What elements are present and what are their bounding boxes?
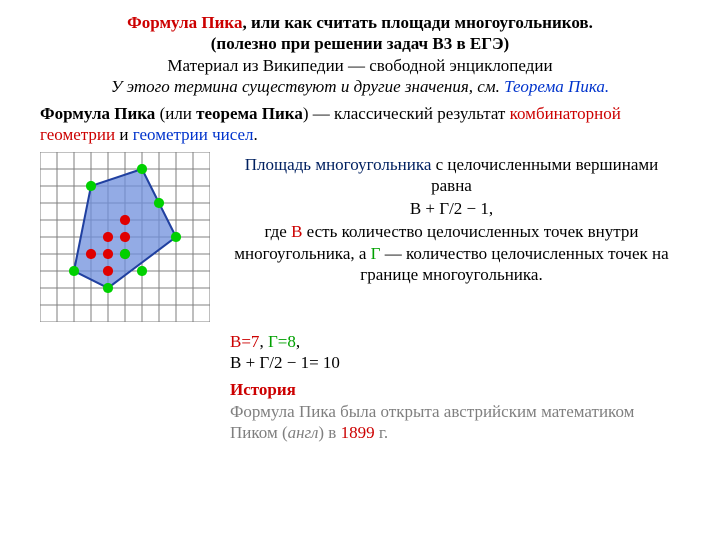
calc-sep: , xyxy=(259,332,268,351)
history-text: Формула Пика была открыта австрийским ма… xyxy=(230,401,680,444)
where-mid2: — количество целочисленных точек на гран… xyxy=(360,244,668,284)
B-letter: В xyxy=(291,222,302,241)
disambig-text: У этого термина существуют и другие знач… xyxy=(111,77,504,96)
calc-block: В=7, Г=8, В + Г/2 − 1= 10 xyxy=(230,331,680,374)
where-prefix: где xyxy=(264,222,291,241)
history-block: История Формула Пика была открыта австри… xyxy=(230,379,680,443)
area-rest: с целочисленными вершинами равна xyxy=(431,155,658,195)
history-angl: англ xyxy=(288,423,319,442)
intro-paren-close: ) — классический результат xyxy=(303,104,510,123)
area-prefix: Площадь многоугольника xyxy=(245,155,432,174)
figure-wrap xyxy=(40,152,215,327)
title-rest: , или как считать площади многоугольнико… xyxy=(242,13,592,32)
intro-dot: . xyxy=(254,125,258,144)
intro-numgeom: геометрии чисел xyxy=(133,125,254,144)
header-block: Формула Пика, или как считать площади мн… xyxy=(40,12,680,97)
calc-result: В + Г/2 − 1= 10 xyxy=(230,352,680,373)
body-text: Площадь многоугольника с целочисленными … xyxy=(223,152,680,288)
subtitle-paren: (полезно при решении задач В3 в ЕГЭ) xyxy=(40,33,680,54)
pick-figure xyxy=(40,152,210,322)
where-line: где В есть количество целочисленных точе… xyxy=(223,221,680,285)
title-line: Формула Пика, или как считать площади мн… xyxy=(40,12,680,33)
wiki-line: Материал из Википедии — свободной энцикл… xyxy=(40,55,680,76)
history-heading: История xyxy=(230,379,680,400)
page: Формула Пика, или как считать площади мн… xyxy=(0,0,720,443)
history-year: 1899 xyxy=(341,423,375,442)
calc-B: В=7 xyxy=(230,332,259,351)
calc-tail: , xyxy=(296,332,300,351)
disambig-line: У этого термина существуют и другие знач… xyxy=(40,76,680,97)
history-line2: ) в xyxy=(318,423,340,442)
title-red: Формула Пика xyxy=(127,13,242,32)
intro-paren-open: (или xyxy=(155,104,196,123)
calc-G: Г=8 xyxy=(268,332,296,351)
history-line3: г. xyxy=(375,423,389,442)
intro-name2: теорема Пика xyxy=(196,104,303,123)
calc-line1: В=7, Г=8, xyxy=(230,331,680,352)
G-letter: Г xyxy=(371,244,381,263)
intro-line: Формула Пика (или теорема Пика) — класси… xyxy=(40,103,680,146)
area-line: Площадь многоугольника с целочисленными … xyxy=(223,154,680,197)
intro-block: Формула Пика (или теорема Пика) — класси… xyxy=(40,103,680,146)
intro-name1: Формула Пика xyxy=(40,104,155,123)
formula-line: В + Г/2 − 1, xyxy=(223,198,680,219)
disambig-link[interactable]: Теорема Пика. xyxy=(504,77,609,96)
figure-and-body-row: Площадь многоугольника с целочисленными … xyxy=(40,152,680,327)
intro-and: и xyxy=(115,125,133,144)
